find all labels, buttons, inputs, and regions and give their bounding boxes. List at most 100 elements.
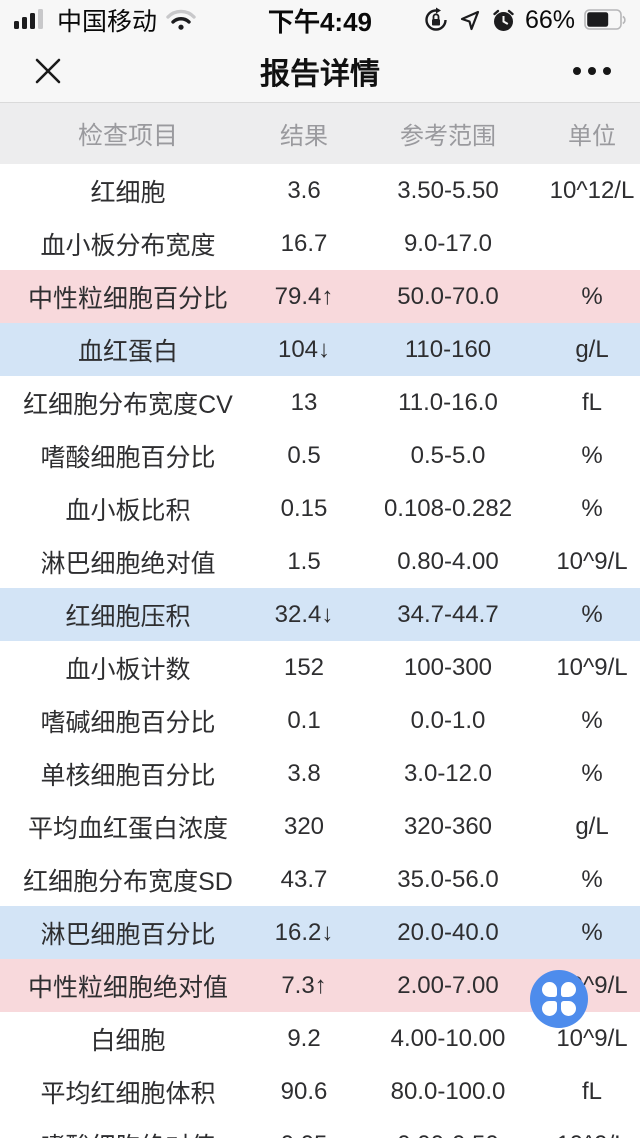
- table-row: 血小板分布宽度 16.7 9.0-17.0: [0, 217, 640, 270]
- header-item: 检查项目: [77, 121, 178, 150]
- reference-range: 0.108-0.282: [383, 494, 513, 522]
- reference-range: 0.0-1.0: [410, 706, 486, 734]
- test-item-name: 平均红细胞体积: [40, 1079, 216, 1108]
- test-unit: %: [581, 918, 603, 946]
- test-result: 152: [283, 653, 325, 681]
- test-unit: %: [581, 600, 603, 628]
- reference-range: 0.5-5.0: [410, 441, 486, 469]
- test-unit: %: [581, 706, 603, 734]
- table-row: 血红蛋白 104↓ 110-160 g/L: [0, 323, 640, 376]
- location-arrow-icon: [458, 8, 482, 32]
- table-row: 红细胞 3.6 3.50-5.50 10^12/L: [0, 164, 640, 217]
- reference-range: 9.0-17.0: [403, 229, 493, 257]
- close-button[interactable]: [26, 49, 70, 93]
- test-item-name: 单核细胞百分比: [40, 761, 216, 790]
- test-unit: g/L: [575, 812, 609, 840]
- test-item-name: 中性粒细胞百分比: [27, 284, 228, 313]
- test-item-name: 红细胞分布宽度CV: [23, 390, 233, 419]
- test-result: 43.7: [280, 865, 328, 893]
- test-item-name: 血小板比积: [65, 496, 191, 525]
- test-result: 13: [290, 388, 318, 416]
- table-row: 红细胞压积 32.4↓ 34.7-44.7 %: [0, 588, 640, 641]
- test-result: 16.2↓: [274, 918, 334, 946]
- test-result: 16.7: [280, 229, 328, 257]
- header-range: 参考范围: [400, 123, 496, 150]
- test-item-name: 红细胞: [90, 178, 166, 207]
- close-icon: [33, 56, 63, 86]
- test-item-name: 血小板计数: [65, 655, 191, 684]
- reference-range: 11.0-16.0: [398, 388, 498, 416]
- test-unit: %: [581, 441, 603, 469]
- test-result: 3.8: [287, 759, 321, 787]
- test-item-name: 红细胞分布宽度SD: [23, 867, 233, 896]
- test-result: 3.6: [287, 176, 321, 204]
- test-item-name: 血小板分布宽度: [40, 231, 216, 260]
- table-row: 淋巴细胞绝对值 1.5 0.80-4.00 10^9/L: [0, 535, 640, 588]
- test-result: 320: [283, 812, 325, 840]
- cellular-signal-icon: [14, 9, 48, 31]
- table-row: 平均血红蛋白浓度 320 320-360 g/L: [0, 800, 640, 853]
- test-result: 1.5: [287, 547, 321, 575]
- test-item-name: 嗜酸细胞绝对值: [0, 1127, 256, 1138]
- table-row: 平均红细胞体积 90.6 80.0-100.0 fL: [0, 1065, 640, 1118]
- floating-action-button[interactable]: [530, 970, 588, 1028]
- more-menu-icon: [573, 67, 611, 75]
- test-unit: 10^9/L: [556, 653, 628, 681]
- reference-range: 80.0-100.0: [390, 1077, 506, 1105]
- reference-range: 34.7-44.7: [397, 600, 499, 628]
- orientation-lock-icon: [423, 7, 449, 33]
- reference-range: 110-160: [404, 335, 492, 363]
- test-result: 0.5: [287, 441, 321, 469]
- table-row: 嗜碱细胞百分比 0.1 0.0-1.0 %: [0, 694, 640, 747]
- table-row: 嗜酸细胞百分比 0.5 0.5-5.0 %: [0, 429, 640, 482]
- table-row: 红细胞分布宽度CV 13 11.0-16.0 fL: [0, 376, 640, 429]
- page-title: 报告详情: [260, 58, 380, 91]
- carrier-label: 中国移动: [57, 8, 158, 36]
- test-result: 7.3↑: [281, 971, 327, 999]
- test-result: 104↓: [277, 335, 331, 363]
- test-unit: %: [581, 759, 603, 787]
- test-unit: 10^9/L: [556, 1024, 628, 1052]
- test-result: 0.05: [256, 1131, 352, 1138]
- test-result: 79.4↑: [274, 282, 334, 310]
- clover-icon: [542, 982, 576, 1016]
- battery-percent-label: 66%: [524, 5, 575, 34]
- test-unit: fL: [581, 1077, 602, 1105]
- battery-icon: [584, 9, 626, 31]
- reference-range: 20.0-40.0: [397, 918, 499, 946]
- test-unit: 10^12/L: [549, 176, 635, 204]
- more-menu-button[interactable]: [570, 49, 614, 93]
- reference-range: 50.0-70.0: [397, 282, 499, 310]
- reference-range: 4.00-10.00: [390, 1024, 506, 1052]
- test-unit: %: [581, 494, 603, 522]
- table-row: 淋巴细胞百分比 16.2↓ 20.0-40.0 %: [0, 906, 640, 959]
- table-row: 单核细胞百分比 3.8 3.0-12.0 %: [0, 747, 640, 800]
- test-result: 32.4↓: [274, 600, 334, 628]
- reference-range: 0.00-0.50: [352, 1131, 544, 1138]
- nav-bar: 报告详情: [0, 40, 640, 103]
- header-unit: 单位: [568, 123, 616, 150]
- table-row: 血小板计数 152 100-300 10^9/L: [0, 641, 640, 694]
- test-item-name: 嗜碱细胞百分比: [40, 708, 216, 737]
- test-item-name: 中性粒细胞绝对值: [27, 973, 228, 1002]
- table-row: 红细胞分布宽度SD 43.7 35.0-56.0 %: [0, 853, 640, 906]
- test-item-name: 淋巴细胞百分比: [40, 920, 216, 949]
- table-row: 中性粒细胞百分比 79.4↑ 50.0-70.0 %: [0, 270, 640, 323]
- wifi-icon: [166, 9, 196, 31]
- reference-range: 100-300: [403, 653, 493, 681]
- test-result: 90.6: [280, 1077, 328, 1105]
- reference-range: 3.0-12.0: [403, 759, 493, 787]
- test-item-name: 淋巴细胞绝对值: [40, 549, 216, 578]
- test-unit: 10^9/L: [544, 1131, 640, 1138]
- test-result: 0.15: [280, 494, 328, 522]
- test-unit: 10^9/L: [556, 547, 628, 575]
- test-result: 0.1: [287, 706, 321, 734]
- report-table-body[interactable]: 红细胞 3.6 3.50-5.50 10^12/L 血小板分布宽度 16.7 9…: [0, 164, 640, 1138]
- table-row: 白细胞 9.2 4.00-10.00 10^9/L: [0, 1012, 640, 1065]
- test-unit: %: [581, 282, 603, 310]
- test-unit: %: [581, 865, 603, 893]
- header-result: 结果: [280, 123, 328, 150]
- test-item-name: 嗜酸细胞百分比: [40, 443, 216, 472]
- table-row: 血小板比积 0.15 0.108-0.282 %: [0, 482, 640, 535]
